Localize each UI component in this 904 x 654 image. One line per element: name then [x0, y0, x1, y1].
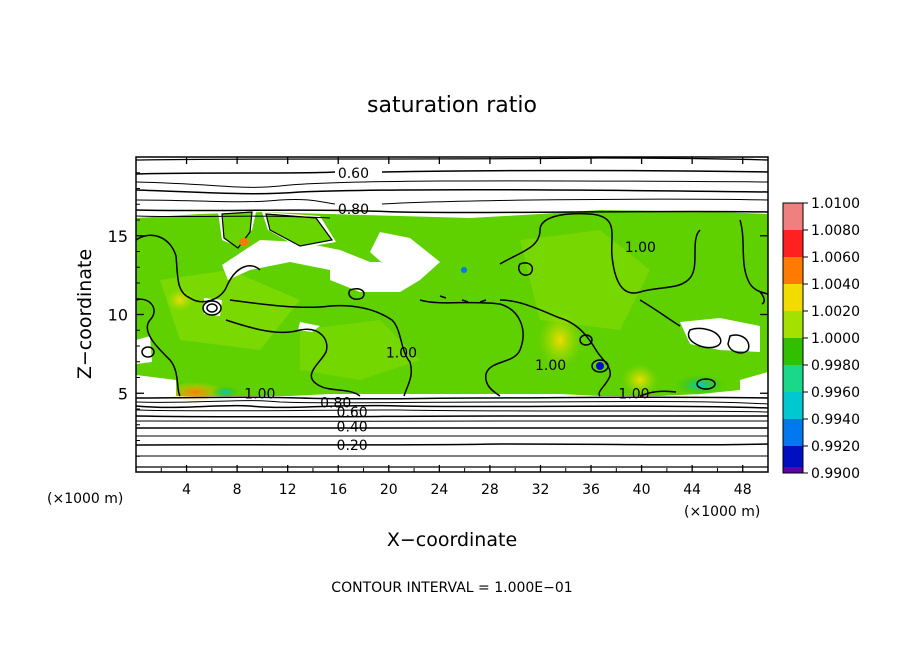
colorbar-label: 1.0000 — [811, 331, 860, 347]
contour-label: 0.60 — [338, 166, 369, 182]
x-tick-label: 40 — [633, 482, 651, 498]
chart-title: saturation ratio — [367, 93, 537, 118]
x-axis: 4 8 12 16 20 24 28 32 36 40 44 48 — [160, 157, 752, 498]
colorbar-swatch — [783, 284, 803, 311]
lower-contours — [136, 396, 768, 468]
x-unit-right: (×1000 m) — [684, 504, 760, 520]
colorbar-swatch — [783, 446, 803, 473]
y-axis-label: Z−coordinate — [74, 249, 96, 379]
x-tick-label: 20 — [380, 482, 398, 498]
colorbar: 1.0100 1.0080 1.0060 1.0040 1.0020 1.0000 0.99… — [782, 196, 860, 482]
x-unit-left: (×1000 m) — [47, 491, 123, 507]
contour-label: 0.80 — [320, 396, 351, 412]
colorbar-swatch — [783, 311, 803, 338]
colorbar-label: 1.0040 — [811, 277, 860, 293]
colorbar-swatch — [783, 365, 803, 392]
contour-interval: CONTOUR INTERVAL = 1.000E−01 — [331, 580, 572, 596]
contour-label: 0.20 — [337, 438, 368, 454]
contour-label: 0.60 — [337, 405, 368, 421]
x-tick-label: 28 — [481, 482, 499, 498]
contour-label: 0.40 — [337, 419, 368, 435]
contour-label: 1.00 — [625, 240, 656, 256]
x-tick-label: 48 — [734, 482, 752, 498]
x-tick-label: 36 — [582, 482, 600, 498]
colorbar-swatch — [783, 392, 803, 419]
x-tick-label: 8 — [233, 482, 242, 498]
colorbar-label: 1.0060 — [811, 250, 860, 266]
colorbar-swatch — [783, 338, 803, 365]
y-axis: 5 10 15 — [108, 172, 768, 457]
contour-label: 1.00 — [244, 386, 275, 402]
colorbar-label: 1.0100 — [811, 196, 860, 212]
colorbar-label: 0.9920 — [811, 439, 860, 455]
colorbar-swatch — [783, 203, 803, 230]
colorbar-swatch — [783, 257, 803, 284]
contour-label: 1.00 — [535, 358, 566, 374]
colorbar-label: 1.0020 — [811, 304, 860, 320]
colorbar-label: 0.9960 — [811, 385, 860, 401]
colorbar-label: 0.9980 — [811, 358, 860, 374]
x-tick-label: 24 — [430, 482, 448, 498]
upper-contours — [136, 157, 768, 219]
y-tick-label: 10 — [108, 306, 128, 325]
colorbar-label: 1.0080 — [811, 223, 860, 239]
x-axis-label: X−coordinate — [387, 529, 517, 551]
contour-labels: 0.600.801.001.001.001.00 1.000.800.600.40… — [244, 166, 656, 454]
contour-label: 0.80 — [338, 202, 369, 218]
saturation-contours — [136, 212, 768, 397]
y-tick-label: 5 — [118, 384, 128, 403]
colorbar-swatch — [783, 419, 803, 446]
colorbar-label: 0.9940 — [811, 412, 860, 428]
y-tick-label: 15 — [108, 227, 128, 246]
colorbar-label: 0.9900 — [811, 466, 860, 482]
x-tick-label: 12 — [279, 482, 297, 498]
x-tick-label: 32 — [532, 482, 550, 498]
colorbar-swatch-end — [783, 467, 803, 473]
x-tick-label: 44 — [683, 482, 701, 498]
contour-label: 1.00 — [386, 345, 417, 361]
contour-label: 1.00 — [618, 386, 649, 402]
plot-field — [136, 157, 768, 468]
x-tick-label: 16 — [329, 482, 347, 498]
colorbar-swatch — [783, 230, 803, 257]
x-tick-label: 4 — [182, 482, 191, 498]
